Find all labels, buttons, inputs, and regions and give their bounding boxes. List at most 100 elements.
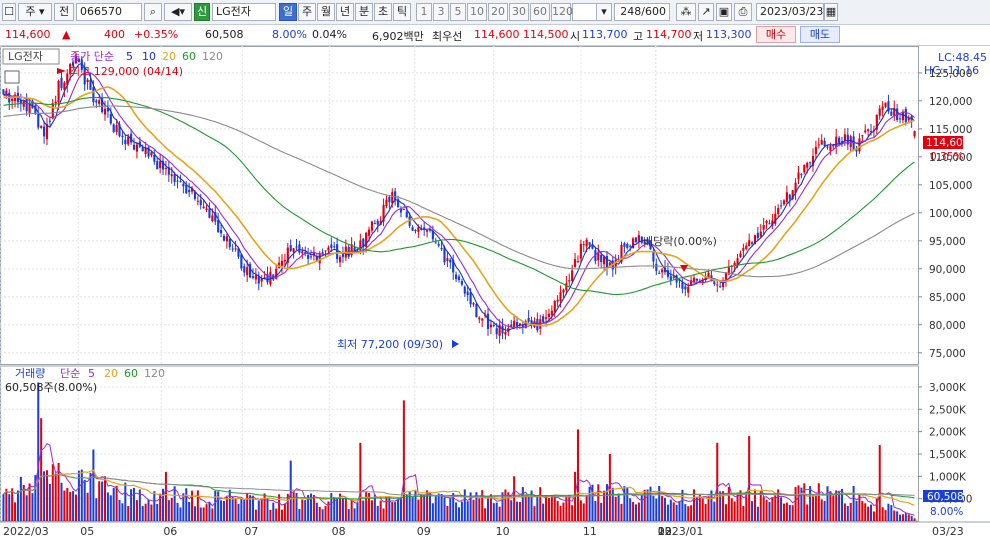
- price-tick-label: 95,000: [929, 236, 966, 248]
- interval-button-1[interactable]: 3: [433, 3, 449, 21]
- x-tick-label: 10: [496, 525, 510, 538]
- volume-bar: [199, 507, 202, 521]
- period-button-1[interactable]: 주: [298, 3, 316, 21]
- volume-bar: [855, 500, 858, 521]
- candle-body: [632, 238, 635, 249]
- volume-bar: [307, 495, 310, 521]
- candle-body: [608, 262, 611, 267]
- moving-averages: [3, 62, 915, 331]
- volume-bar: [95, 498, 98, 521]
- candle-body: [576, 261, 580, 263]
- candle-body: [817, 144, 820, 146]
- data-count-field[interactable]: 248/600: [614, 3, 670, 21]
- candle-body: [814, 146, 817, 155]
- candle-body: [301, 251, 304, 254]
- volume-bar: [843, 503, 846, 521]
- sell-button[interactable]: 매도: [800, 26, 840, 43]
- candle-body: [353, 247, 356, 252]
- candle-body: [515, 321, 519, 326]
- period-button-6[interactable]: 틱: [393, 3, 411, 21]
- market-label: 주: [25, 5, 36, 18]
- candle-body: [629, 245, 632, 247]
- candle-body: [63, 82, 66, 90]
- candle-body: [217, 220, 220, 233]
- chart-settings-icon[interactable]: [4, 70, 20, 84]
- volume-bar: [208, 501, 211, 521]
- candle-body: [704, 276, 707, 281]
- candle-body: [173, 174, 176, 182]
- candle-body: [809, 162, 812, 164]
- candle-body: [724, 273, 728, 280]
- volume-bar: [353, 508, 356, 521]
- buy-button[interactable]: 매수: [756, 26, 796, 43]
- calendar-icon[interactable]: ▦: [824, 3, 838, 21]
- volume-bars: [2, 382, 916, 521]
- speaker-icon[interactable]: ◀▾: [164, 3, 192, 21]
- period-button-4[interactable]: 분: [355, 3, 373, 21]
- volume-bar: [121, 503, 124, 521]
- save-icon[interactable]: ▣: [716, 3, 732, 21]
- market-select[interactable]: 주 ▾: [18, 3, 52, 21]
- interval-button-5[interactable]: 30: [509, 3, 529, 21]
- legend-ma60: 60: [182, 50, 196, 63]
- volume-bar: [153, 491, 156, 521]
- stock-code-input[interactable]: 066570: [76, 3, 142, 21]
- period-button-5[interactable]: 초: [374, 3, 392, 21]
- interval-button-7[interactable]: 120: [551, 3, 573, 21]
- volume-bar: [867, 506, 870, 521]
- search-icon[interactable]: ⌕: [144, 3, 162, 21]
- volume-bar: [74, 494, 78, 521]
- candle-body: [417, 227, 420, 233]
- legend-ma20: 20: [162, 50, 176, 63]
- volume-bar: [701, 498, 704, 521]
- draw-icon[interactable]: ↗: [698, 3, 714, 21]
- x-tick-label: 06: [163, 525, 177, 538]
- date-input[interactable]: 2023/03/23: [756, 3, 824, 21]
- volume-bar: [687, 506, 690, 521]
- interval-button-6[interactable]: 60: [530, 3, 550, 21]
- x-tick-label: 2022/03: [3, 525, 49, 538]
- candle-body: [881, 106, 884, 110]
- candle-body: [768, 223, 771, 225]
- candle-body: [132, 144, 136, 150]
- candle-body: [669, 276, 672, 281]
- candle-body: [542, 316, 545, 323]
- candle-body: [376, 220, 379, 225]
- interval-button-0[interactable]: 1: [416, 3, 432, 21]
- period-button-0[interactable]: 일: [279, 3, 297, 21]
- dividend-annotation: 배당락(0.00%): [643, 235, 717, 248]
- volume-bar: [829, 491, 832, 521]
- stock-chart[interactable]: 125,000 120,000 115,000 110,000 105,000 100,0…: [0, 46, 990, 541]
- volume-bar: [756, 506, 759, 521]
- candle-body: [196, 200, 199, 202]
- candle-body: [501, 325, 504, 334]
- candle-body: [478, 317, 481, 320]
- indicator-icon[interactable]: ⁂: [676, 3, 696, 21]
- interval-button-3[interactable]: 10: [467, 3, 487, 21]
- volume-bar: [411, 497, 414, 521]
- volume-bar: [399, 496, 402, 521]
- volume-bar: [530, 490, 533, 521]
- candle-body: [713, 281, 716, 285]
- volume-bar: [211, 508, 214, 521]
- interval-button-2[interactable]: 5: [450, 3, 466, 21]
- volume-tick-label: 2,500K: [929, 404, 967, 416]
- volume-bar: [167, 500, 170, 521]
- interval-button-4[interactable]: 20: [488, 3, 508, 21]
- candle-body: [37, 113, 40, 128]
- hc-label: HC:-11.16: [924, 64, 979, 77]
- prev-button[interactable]: 전: [54, 3, 74, 21]
- candle-body: [788, 194, 791, 200]
- print-icon[interactable]: ⎙: [734, 3, 752, 21]
- stock-name-input[interactable]: LG전자: [212, 3, 276, 21]
- interval-dropdown-icon[interactable]: ▾: [596, 3, 612, 21]
- volume-bar: [443, 497, 446, 521]
- volume-bar: [545, 495, 548, 521]
- period-button-3[interactable]: 년: [336, 3, 354, 21]
- window-menu-icon[interactable]: ☐: [2, 3, 16, 21]
- period-button-2[interactable]: 월: [317, 3, 335, 21]
- candle-body: [835, 136, 838, 147]
- candle-body: [492, 324, 495, 326]
- ma10-line: [3, 72, 915, 329]
- candle-body: [568, 280, 571, 282]
